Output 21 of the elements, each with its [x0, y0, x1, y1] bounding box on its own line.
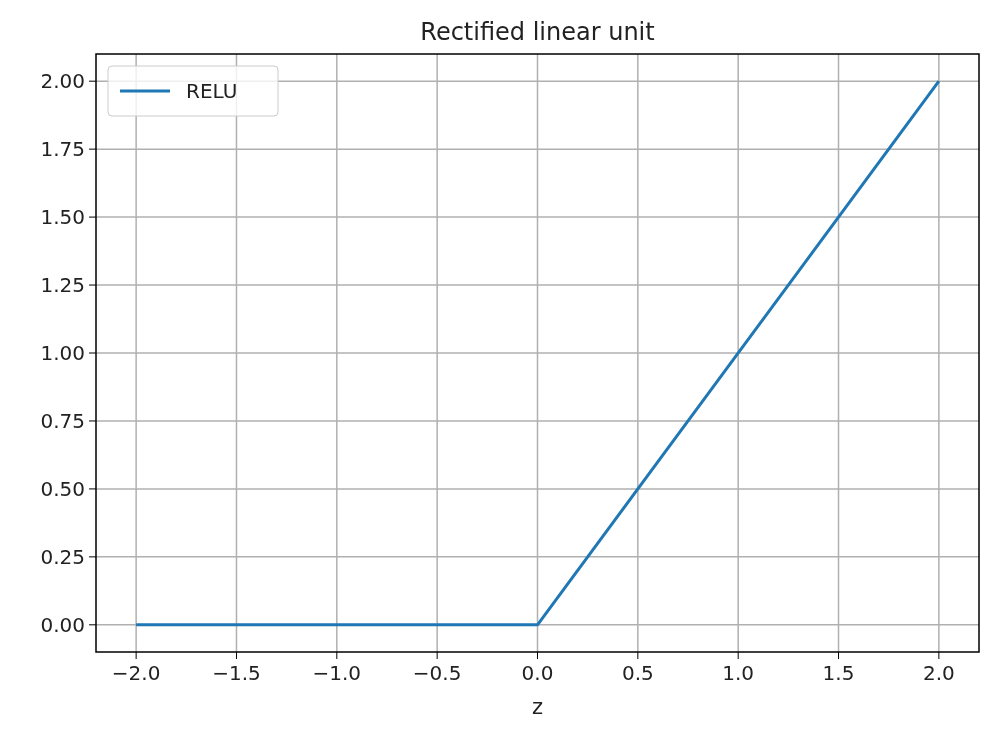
x-tick-label: 1.5: [822, 661, 855, 685]
x-tick-label: 0.0: [521, 661, 554, 685]
y-tick-label: 0.75: [40, 408, 85, 433]
y-tick-label: 0.25: [40, 544, 85, 569]
x-tick-label: −1.0: [312, 661, 362, 685]
x-tick-label: −1.5: [212, 661, 261, 685]
y-tick-label: 2.00: [40, 69, 85, 94]
x-tick-label: −0.5: [412, 661, 462, 685]
legend-label: RELU: [186, 79, 238, 103]
y-tick-label: 1.50: [40, 205, 85, 230]
chart-title: Rectified linear unit: [420, 18, 655, 46]
x-tick-label: 0.5: [621, 661, 654, 685]
y-tick-label: 0.00: [40, 612, 85, 637]
y-tick-label: 1.00: [40, 341, 85, 365]
x-tick-label: −2.0: [111, 661, 161, 685]
y-tick-label: 0.50: [40, 476, 85, 501]
y-tick-label: 1.25: [40, 273, 85, 298]
x-axis-title: z: [531, 695, 544, 719]
y-tick-label: 1.75: [40, 137, 85, 162]
x-tick-label: 1.0: [722, 661, 755, 685]
x-tick-label: 2.0: [922, 661, 955, 685]
